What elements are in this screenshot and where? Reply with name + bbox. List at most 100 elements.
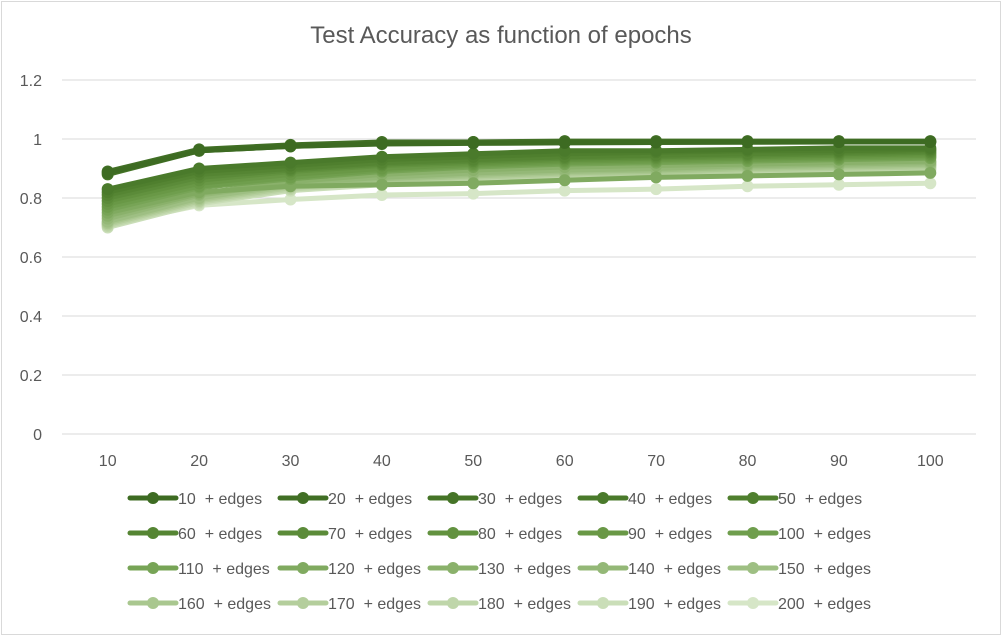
data-point (650, 171, 663, 184)
data-point (375, 189, 388, 202)
legend-label: 170 + edges (328, 596, 421, 613)
y-tick-label: 0 (33, 427, 42, 444)
data-point (741, 136, 754, 149)
x-axis-ticks: 10 20 30 40 50 60 70 80 90 100 (99, 453, 944, 470)
legend-item: 170 + edges (277, 596, 421, 613)
legend-label: 190 + edges (628, 596, 721, 613)
legend-swatch-marker (597, 527, 609, 539)
legend-swatch-marker (147, 562, 159, 574)
legend-item: 150 + edges (727, 561, 871, 578)
data-point (284, 140, 297, 153)
legend-item: 70 + edges (277, 526, 412, 543)
legend-label: 200 + edges (778, 596, 871, 613)
data-point (832, 178, 845, 191)
legend-item: 130 + edges (427, 561, 571, 578)
legend-swatch-marker (747, 492, 759, 504)
x-tick-label: 10 (99, 453, 117, 470)
data-point (467, 137, 480, 150)
data-point (193, 144, 206, 157)
legend-swatch-marker (447, 597, 459, 609)
data-point (832, 135, 845, 148)
legend-swatch-marker (297, 492, 309, 504)
data-point (284, 193, 297, 206)
x-tick-label: 90 (830, 453, 848, 470)
legend-item: 190 + edges (577, 596, 721, 613)
legend-label: 180 + edges (478, 596, 571, 613)
legend-label: 140 + edges (628, 561, 721, 578)
legend-swatch-marker (747, 562, 759, 574)
data-point (467, 177, 480, 190)
legend-item: 30 + edges (427, 491, 562, 508)
legend-label: 150 + edges (778, 561, 871, 578)
legend-swatch-marker (597, 597, 609, 609)
x-tick-label: 40 (373, 453, 391, 470)
legend-label: 110 + edges (178, 561, 270, 578)
series-line (105, 145, 933, 192)
data-point (284, 156, 297, 169)
data-point (558, 184, 571, 197)
legend-item: 90 + edges (577, 526, 712, 543)
data-point (924, 177, 937, 190)
data-point (924, 166, 937, 179)
legend-item: 60 + edges (127, 526, 262, 543)
legend-label: 20 + edges (328, 491, 412, 508)
legend-label: 10 + edges (178, 491, 262, 508)
x-tick-label: 80 (739, 453, 757, 470)
legend-swatch-marker (597, 562, 609, 574)
legend-item: 100 + edges (727, 526, 871, 543)
data-point (375, 178, 388, 191)
legend-item: 120 + edges (277, 561, 421, 578)
data-point (650, 144, 663, 157)
legend-swatch-marker (297, 597, 309, 609)
legend-swatch-marker (597, 492, 609, 504)
data-point (741, 169, 754, 182)
legend-swatch-marker (147, 492, 159, 504)
data-point (650, 136, 663, 149)
data-point (832, 168, 845, 181)
legend-item: 140 + edges (577, 561, 721, 578)
legend-label: 90 + edges (628, 526, 712, 543)
legend-swatch-marker (447, 492, 459, 504)
y-axis-ticks: 0 0.2 0.4 0.6 0.8 1 1.2 (20, 73, 42, 444)
legend-item: 20 + edges (277, 491, 412, 508)
legend-item: 10 + edges (127, 491, 262, 508)
data-point (741, 180, 754, 193)
x-tick-label: 100 (917, 453, 944, 470)
legend-swatch-marker (447, 562, 459, 574)
series-line (105, 180, 933, 228)
chart-title: Test Accuracy as function of epochs (310, 22, 692, 49)
legend-swatch-marker (747, 527, 759, 539)
legend-item: 180 + edges (427, 596, 571, 613)
series-line (105, 139, 933, 176)
series-line (105, 170, 933, 216)
legend-label: 60 + edges (178, 526, 262, 543)
legend-label: 40 + edges (628, 491, 712, 508)
legend-swatch-marker (297, 562, 309, 574)
data-point (558, 174, 571, 187)
series-lines (101, 135, 937, 234)
legend-swatch-marker (447, 527, 459, 539)
legend-swatch-marker (147, 597, 159, 609)
legend-label: 100 + edges (778, 526, 871, 543)
data-point (193, 162, 206, 175)
data-point (375, 138, 388, 151)
legend-label: 160 + edges (178, 596, 271, 613)
gridlines (62, 79, 976, 435)
x-tick-label: 70 (647, 453, 665, 470)
data-point (558, 136, 571, 149)
legend-swatch-marker (147, 527, 159, 539)
data-point (101, 166, 114, 179)
y-tick-label: 0.6 (20, 250, 42, 267)
series-1 (101, 135, 937, 179)
data-point (467, 147, 480, 160)
legend-swatch-marker (297, 527, 309, 539)
legend-label: 130 + edges (478, 561, 571, 578)
legend-item: 80 + edges (427, 526, 562, 543)
legend-label: 80 + edges (478, 526, 562, 543)
legend-label: 30 + edges (478, 491, 562, 508)
data-point (101, 183, 114, 196)
legend-item: 160 + edges (127, 596, 271, 613)
legend-label: 120 + edges (328, 561, 421, 578)
